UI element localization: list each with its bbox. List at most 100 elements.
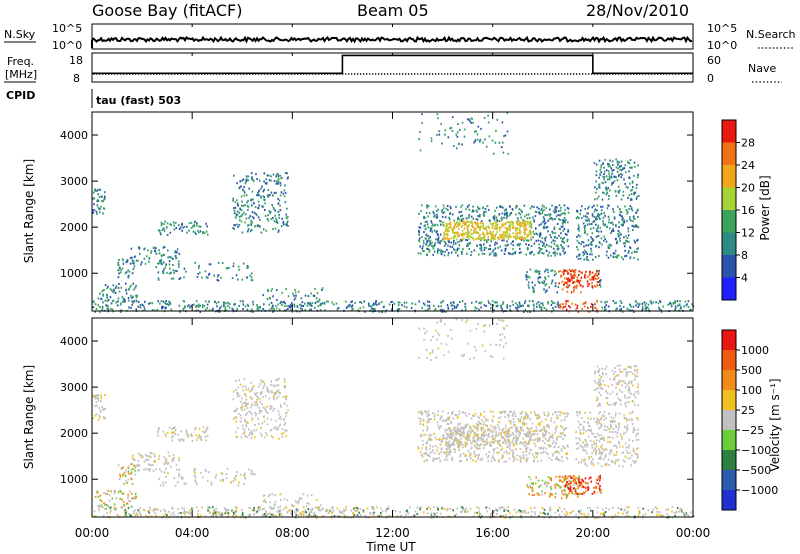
scatter-pixel (607, 163, 609, 165)
scatter-pixel (158, 249, 160, 252)
scatter-pixel (583, 258, 585, 261)
scatter-pixel (425, 243, 428, 246)
scatter-pixel (629, 159, 632, 162)
scatter-pixel (259, 410, 262, 413)
scatter-pixel (603, 178, 605, 181)
scatter-pixel (554, 208, 556, 211)
scatter-pixel (273, 396, 275, 399)
scatter-pixel (474, 306, 476, 309)
scatter-pixel (425, 451, 427, 454)
scatter-pixel (453, 227, 456, 230)
scatter-pixel (438, 130, 441, 133)
scatter-pixel (484, 444, 486, 447)
scatter-pixel (287, 295, 290, 298)
scatter-pixel (251, 308, 253, 311)
scatter-pixel (620, 233, 622, 236)
scatter-pixel (489, 442, 491, 445)
scatter-pixel (140, 454, 142, 457)
scatter-pixel (571, 276, 574, 279)
scatter-pixel (291, 504, 293, 506)
scatter-pixel (421, 447, 423, 450)
scatter-pixel (556, 291, 559, 294)
scatter-pixel (132, 497, 134, 500)
scatter-pixel (456, 131, 459, 134)
scatter-pixel (166, 222, 169, 225)
scatter-pixel (506, 436, 508, 439)
scatter-pixel (263, 499, 266, 502)
scatter-pixel (635, 304, 637, 307)
scatter-pixel (215, 474, 218, 477)
scatter-pixel (243, 401, 246, 404)
scatter-pixel (468, 430, 470, 433)
scatter-pixel (563, 212, 565, 215)
scatter-pixel (432, 448, 434, 451)
scatter-pixel (483, 447, 485, 450)
scatter-pixel (503, 439, 506, 442)
scatter-pixel (525, 253, 527, 256)
scatter-pixel (539, 306, 541, 308)
scatter-pixel (550, 444, 552, 447)
scatter-pixel (571, 490, 573, 493)
scatter-pixel (597, 230, 600, 233)
scatter-pixel (566, 272, 569, 275)
scatter-pixel (641, 302, 644, 305)
scatter-pixel (453, 444, 455, 446)
scatter-pixel (543, 218, 546, 221)
scatter-pixel (588, 477, 591, 480)
scatter-pixel (427, 418, 430, 421)
scatter-pixel (121, 300, 124, 303)
scatter-pixel (96, 397, 99, 399)
scatter-pixel (267, 289, 269, 291)
scatter-pixel (507, 442, 509, 444)
scatter-pixel (457, 422, 460, 425)
scatter-pixel (464, 412, 467, 415)
scatter-pixel (101, 290, 104, 293)
scatter-pixel (527, 275, 529, 278)
scatter-pixel (461, 446, 464, 449)
scatter-pixel (286, 224, 288, 226)
scatter-pixel (559, 414, 561, 417)
scatter-pixel (403, 305, 406, 308)
scatter-pixel (595, 235, 598, 238)
scatter-pixel (452, 243, 455, 246)
scatter-pixel (279, 174, 282, 177)
scatter-pixel (561, 431, 564, 434)
scatter-pixel (318, 298, 321, 301)
scatter-pixel (568, 278, 571, 281)
scatter-pixel (569, 489, 571, 492)
scatter-pixel (637, 306, 640, 308)
scatter-pixel (155, 253, 158, 255)
scatter-pixel (560, 479, 562, 482)
scatter-pixel (593, 204, 595, 207)
scatter-pixel (511, 442, 514, 445)
scatter-pixel (180, 438, 182, 441)
scatter-pixel (526, 446, 529, 449)
scatter-pixel (524, 414, 527, 417)
scatter-pixel (440, 415, 443, 418)
scatter-pixel (148, 302, 150, 305)
scatter-pixel (294, 500, 297, 503)
scatter-pixel (473, 432, 475, 434)
scatter-pixel (314, 302, 317, 305)
scatter-pixel (449, 222, 451, 225)
scatter-pixel (168, 426, 171, 429)
scatter-pixel (130, 471, 133, 474)
scatter-pixel (451, 304, 454, 307)
scatter-pixel (513, 444, 515, 447)
scatter-pixel (628, 308, 630, 311)
scatter-pixel (104, 492, 107, 495)
scatter-pixel (623, 219, 625, 222)
scatter-pixel (517, 437, 519, 440)
scatter-pixel (284, 302, 286, 305)
scatter-pixel (405, 301, 408, 304)
scatter-pixel (446, 437, 448, 440)
scatter-pixel (250, 279, 253, 282)
scatter-pixel (159, 262, 161, 265)
scatter-pixel (491, 226, 494, 229)
scatter-pixel (629, 205, 632, 207)
scatter-pixel (617, 205, 619, 208)
scatter-pixel (226, 477, 228, 480)
scatter-pixel (483, 243, 485, 246)
scatter-pixel (260, 379, 262, 382)
scatter-pixel (313, 513, 315, 516)
